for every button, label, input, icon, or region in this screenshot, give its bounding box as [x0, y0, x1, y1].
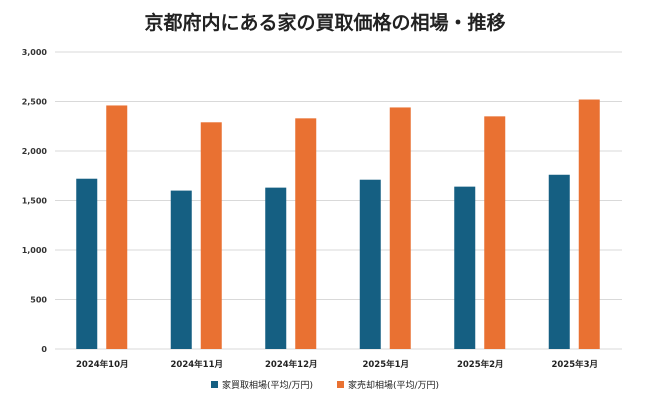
bar-sell: [295, 118, 317, 349]
x-tick-label: 2025年1月: [362, 359, 409, 370]
legend-label: 家売却相場(平均/万円): [348, 381, 440, 391]
bar-sell: [389, 107, 411, 349]
x-tick-label: 2024年12月: [265, 359, 318, 370]
legend-item: 家買取相場(平均/万円): [210, 378, 313, 391]
y-tick-label: 3,000: [22, 48, 48, 57]
bar-buy: [359, 179, 381, 349]
y-tick-label: 0: [41, 345, 47, 354]
y-tick-label: 500: [30, 296, 47, 305]
bar-sell: [106, 105, 128, 350]
legend-swatch: [210, 381, 218, 388]
bar-buy: [265, 187, 287, 349]
x-tick-label: 2024年10月: [76, 359, 129, 370]
y-tick-label: 2,500: [22, 98, 48, 107]
legend-swatch: [337, 381, 344, 388]
bar-sell: [200, 122, 222, 349]
y-tick-label: 1,000: [22, 246, 48, 255]
x-tick-label: 2024年11月: [171, 359, 224, 370]
legend-label: 家買取相場(平均/万円): [221, 381, 313, 391]
bar-buy: [454, 186, 476, 349]
bar-sell: [484, 116, 506, 349]
chart-title: 京都府内にある家の買取価格の相場・推移: [144, 12, 506, 34]
bar-buy: [76, 178, 98, 349]
x-tick-label: 2025年3月: [551, 359, 598, 370]
bar-buy: [170, 190, 192, 349]
y-tick-label: 2,000: [22, 147, 48, 156]
y-tick-label: 1,500: [22, 197, 48, 206]
x-tick-label: 2025年2月: [457, 359, 504, 370]
bar-sell: [578, 99, 600, 350]
bar-buy: [548, 174, 570, 349]
legend-item: 家売却相場(平均/万円): [337, 378, 439, 391]
legend: 家買取相場(平均/万円) 家売却相場(平均/万円): [0, 378, 650, 391]
